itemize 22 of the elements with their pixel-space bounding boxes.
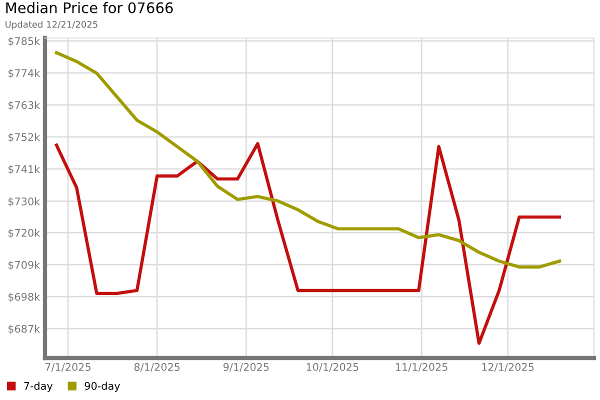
y-tick-label: $741k	[8, 164, 40, 174]
y-tick-label: $785k	[8, 36, 40, 46]
y-tick-label: $687k	[8, 324, 40, 334]
y-tick-label: $752k	[8, 132, 40, 142]
y-tick-label: $709k	[8, 260, 40, 270]
legend-label: 90-day	[84, 382, 120, 392]
y-tick-label: $730k	[8, 197, 40, 207]
y-tick-label: $720k	[8, 228, 40, 238]
x-tick-label: 8/1/2025	[134, 363, 180, 372]
legend-label: 7-day	[24, 382, 53, 392]
y-tick-label: $763k	[8, 100, 40, 110]
x-tick-label: 9/1/2025	[223, 363, 269, 372]
y-tick-label: $698k	[8, 292, 40, 302]
x-tick-label: 12/1/2025	[482, 363, 534, 372]
chart-title: Median Price for 07666	[6, 2, 173, 14]
x-tick-label: 7/1/2025	[45, 363, 90, 372]
chart-subtitle: Updated 12/21/2025	[6, 20, 98, 30]
line-series	[54, 51, 562, 269]
line-series	[54, 142, 562, 345]
x-tick-label: 11/1/2025	[396, 363, 448, 372]
y-tick-label: $774k	[8, 68, 40, 78]
x-tick-label: 10/1/2025	[306, 363, 358, 372]
